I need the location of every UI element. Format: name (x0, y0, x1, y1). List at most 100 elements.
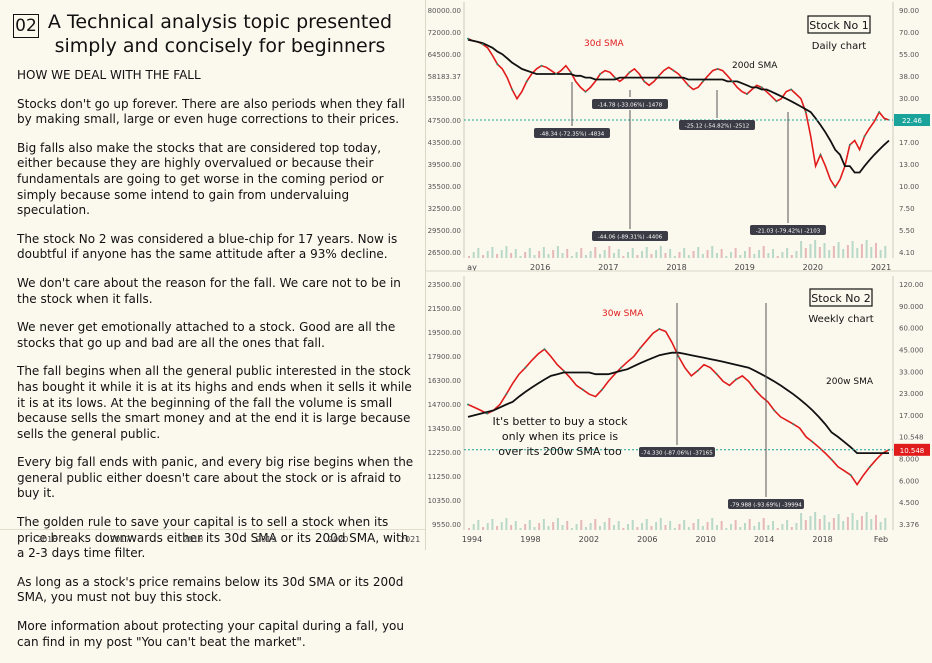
x-tick-label: 2019 (734, 263, 754, 272)
left-time-axis: 2016 2017 2018 2019 2020 2021 (0, 529, 425, 551)
right-tick-label: 13.00 (899, 161, 919, 169)
right-tick-label: 45.000 (899, 346, 924, 354)
volume-bar (790, 527, 793, 530)
volume-bar (468, 528, 470, 530)
x-tick-label: 2021 (871, 263, 891, 272)
volume-bar (795, 251, 798, 258)
left-tick-label: 10350.00 (428, 497, 461, 505)
volume-bar (547, 254, 550, 258)
measure-text: -44.06 (-89.31%) -4406 (598, 235, 663, 241)
volume-bar (496, 254, 499, 258)
volume-bar (748, 519, 751, 530)
paragraph: The fall begins when all the general pub… (17, 364, 412, 441)
volume-bar (631, 248, 634, 258)
chart-stock-1: 80000.00 72000.00 64500.00 58183.37 53500.00… (428, 2, 930, 272)
volume-bar (697, 519, 700, 530)
volume-bar (851, 241, 854, 258)
x-tick-label: 2017 (598, 263, 618, 272)
volume-bar (711, 246, 714, 258)
left-tick-label: 19500.00 (428, 329, 461, 337)
volume-bar (608, 518, 611, 530)
volume-bar (524, 524, 527, 530)
volume-bar (468, 256, 470, 258)
volume-bar (472, 524, 475, 530)
volume-bar (874, 515, 877, 530)
volume-bar (580, 248, 583, 258)
volume-bar (570, 256, 573, 258)
left-tick-label: 11250.00 (428, 473, 461, 481)
volume-bar (655, 522, 658, 530)
measure-text: -79.988 (-93.69%) -39994 (730, 503, 802, 509)
volume-bar (800, 241, 803, 258)
volume-bar (580, 520, 583, 530)
volume-bar (514, 521, 517, 530)
volume-bar (795, 523, 798, 530)
left-tick-label: 39500.00 (428, 161, 461, 169)
chart-note-line: It's better to buy a stock (493, 415, 629, 428)
right-tick-label: 10.548 (899, 434, 924, 442)
volume-bar (725, 528, 728, 530)
volume-bar (814, 512, 817, 530)
chart-stock-2: 23500.00 21500.00 19500.00 17900.00 16300.00… (428, 276, 930, 544)
volume-bar (697, 247, 700, 258)
sma-long-line (467, 351, 889, 454)
volume-bar (538, 523, 541, 530)
volume-bar (622, 256, 625, 258)
volume-bar (636, 255, 639, 258)
volume-bar (729, 524, 732, 530)
volume-bar (874, 243, 877, 258)
volume-bar (552, 250, 555, 258)
volume-bar (734, 520, 737, 530)
measure-text: -74.330 (-87.06%) -37165 (641, 451, 713, 457)
volume-bar (687, 255, 690, 258)
x-tick-label: 2010 (696, 535, 716, 544)
volume-bar (486, 523, 489, 530)
volume-bar (561, 253, 564, 258)
volume-bar (500, 250, 503, 258)
price-point (486, 412, 489, 415)
right-tick-label: 120.00 (899, 281, 924, 289)
volume-bar (631, 520, 634, 530)
volume-bar (496, 526, 499, 530)
axis-year: 2020 (328, 535, 349, 544)
volume-bar (772, 249, 775, 258)
volume-bar (505, 246, 508, 258)
volume-bar (613, 525, 616, 530)
paragraph: More information about protecting your c… (17, 619, 404, 649)
volume-bar (823, 515, 826, 530)
x-tick-label: Feb (874, 535, 888, 544)
volume-bar (879, 522, 882, 530)
volume-bar (613, 253, 616, 258)
volume-bar (818, 519, 821, 530)
right-tick-label: 10.00 (899, 183, 919, 191)
left-tick-label: 16300.00 (428, 377, 461, 385)
volume-bar (870, 519, 873, 530)
paragraph: The stock No 2 was considered a blue-chi… (17, 231, 398, 262)
price-point (543, 348, 546, 351)
volume-bar (510, 253, 513, 258)
volume-bar (491, 247, 494, 258)
price-point (599, 73, 602, 76)
volume-bar (589, 251, 592, 258)
right-tick-label: 4.10 (899, 249, 915, 257)
right-tick-label: 17.00 (899, 139, 919, 147)
price-point (792, 423, 795, 426)
price-point (524, 366, 527, 369)
volume-bar (678, 252, 681, 258)
price-point (555, 73, 558, 76)
panel-divider (425, 0, 426, 550)
measure-badge (592, 231, 668, 241)
right-tick-label: 3.376 (899, 521, 920, 529)
right-tick-label: 23.000 (899, 390, 924, 398)
volume-bar (584, 527, 587, 530)
price-point (834, 186, 837, 189)
series-label: 200w SMA (826, 377, 874, 387)
x-tick-label: 2018 (666, 263, 686, 272)
price-tag (894, 443, 930, 456)
charts-area: 80000.00 72000.00 64500.00 58183.37 53500.00… (426, 0, 932, 550)
post-number: 02 (13, 14, 39, 38)
volume-bar (542, 519, 545, 530)
volume-bar (636, 527, 639, 530)
price-point (830, 458, 833, 461)
price-point (731, 80, 734, 83)
